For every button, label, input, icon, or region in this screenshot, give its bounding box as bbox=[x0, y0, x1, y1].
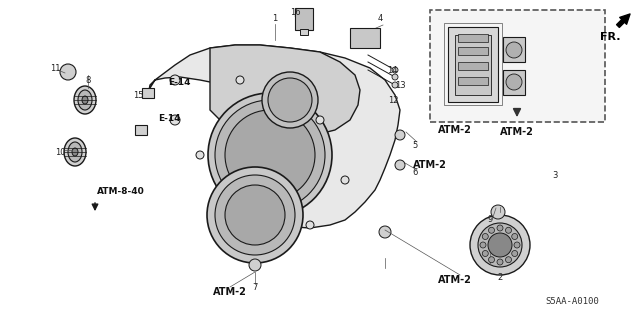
Bar bbox=[503, 70, 525, 95]
Circle shape bbox=[392, 74, 398, 80]
Circle shape bbox=[379, 226, 391, 238]
Circle shape bbox=[512, 234, 518, 239]
Text: 14: 14 bbox=[387, 66, 397, 75]
Circle shape bbox=[483, 251, 488, 257]
Text: 7: 7 bbox=[252, 284, 258, 292]
Circle shape bbox=[170, 75, 180, 85]
Circle shape bbox=[506, 42, 522, 58]
Circle shape bbox=[392, 67, 398, 73]
Bar bbox=[503, 37, 525, 62]
Bar bbox=[444, 23, 502, 105]
Circle shape bbox=[268, 78, 312, 122]
Bar bbox=[300, 29, 308, 35]
Polygon shape bbox=[210, 45, 360, 137]
Text: 5: 5 bbox=[412, 140, 418, 149]
Circle shape bbox=[480, 242, 486, 248]
Bar bbox=[458, 77, 488, 85]
Text: ATM-2: ATM-2 bbox=[438, 275, 472, 285]
Circle shape bbox=[478, 223, 522, 267]
Circle shape bbox=[236, 76, 244, 84]
Circle shape bbox=[262, 72, 318, 128]
Ellipse shape bbox=[74, 86, 96, 114]
Bar bbox=[448, 27, 498, 102]
Circle shape bbox=[306, 221, 314, 229]
Circle shape bbox=[395, 130, 405, 140]
Bar bbox=[458, 34, 488, 42]
Text: 16: 16 bbox=[290, 7, 300, 17]
Text: ATM-2: ATM-2 bbox=[413, 160, 447, 170]
Circle shape bbox=[392, 82, 398, 88]
Circle shape bbox=[483, 234, 488, 239]
Circle shape bbox=[170, 115, 180, 125]
Text: 10: 10 bbox=[55, 148, 65, 156]
Circle shape bbox=[512, 251, 518, 257]
Circle shape bbox=[395, 160, 405, 170]
Ellipse shape bbox=[78, 90, 92, 110]
Circle shape bbox=[316, 116, 324, 124]
Bar bbox=[458, 47, 488, 55]
Text: 6: 6 bbox=[412, 167, 418, 177]
Circle shape bbox=[497, 259, 503, 265]
Circle shape bbox=[215, 175, 295, 255]
Circle shape bbox=[470, 215, 530, 275]
Circle shape bbox=[60, 64, 76, 80]
Circle shape bbox=[497, 225, 503, 231]
Text: 2: 2 bbox=[497, 273, 502, 282]
Text: 13: 13 bbox=[395, 81, 405, 90]
Circle shape bbox=[488, 227, 495, 233]
Circle shape bbox=[514, 242, 520, 248]
Circle shape bbox=[249, 259, 261, 271]
Ellipse shape bbox=[64, 138, 86, 166]
Text: S5AA-A0100: S5AA-A0100 bbox=[545, 298, 599, 307]
FancyBboxPatch shape bbox=[430, 10, 605, 122]
Bar bbox=[135, 125, 147, 135]
Bar bbox=[350, 28, 380, 48]
Bar bbox=[458, 62, 488, 70]
Text: ATM-8-40: ATM-8-40 bbox=[97, 188, 145, 196]
Text: 4: 4 bbox=[378, 13, 383, 22]
Circle shape bbox=[225, 110, 315, 200]
Circle shape bbox=[506, 227, 511, 233]
Circle shape bbox=[506, 257, 511, 263]
Bar bbox=[142, 88, 154, 98]
Circle shape bbox=[341, 176, 349, 184]
Circle shape bbox=[208, 93, 332, 217]
Circle shape bbox=[491, 205, 505, 219]
Text: E-14: E-14 bbox=[158, 114, 180, 123]
Polygon shape bbox=[148, 45, 400, 228]
Text: 12: 12 bbox=[388, 95, 398, 105]
Circle shape bbox=[506, 74, 522, 90]
Circle shape bbox=[207, 167, 303, 263]
Bar bbox=[455, 35, 491, 95]
Ellipse shape bbox=[82, 96, 88, 104]
Text: 8: 8 bbox=[85, 76, 91, 84]
Ellipse shape bbox=[68, 142, 82, 162]
Text: 9: 9 bbox=[488, 215, 493, 225]
Text: ATM-2: ATM-2 bbox=[438, 125, 472, 135]
Circle shape bbox=[225, 185, 285, 245]
Circle shape bbox=[196, 151, 204, 159]
Text: 3: 3 bbox=[552, 171, 557, 180]
Circle shape bbox=[488, 257, 495, 263]
Text: 11: 11 bbox=[50, 63, 60, 73]
Bar bbox=[295, 8, 313, 30]
Ellipse shape bbox=[72, 148, 78, 156]
Text: 1: 1 bbox=[273, 13, 278, 22]
Circle shape bbox=[488, 233, 512, 257]
Text: 15: 15 bbox=[132, 91, 143, 100]
Text: FR.: FR. bbox=[600, 32, 621, 42]
Text: ATM-2: ATM-2 bbox=[213, 287, 247, 297]
Circle shape bbox=[215, 100, 325, 210]
Text: ATM-2: ATM-2 bbox=[500, 127, 534, 137]
Text: E-14: E-14 bbox=[168, 77, 191, 86]
